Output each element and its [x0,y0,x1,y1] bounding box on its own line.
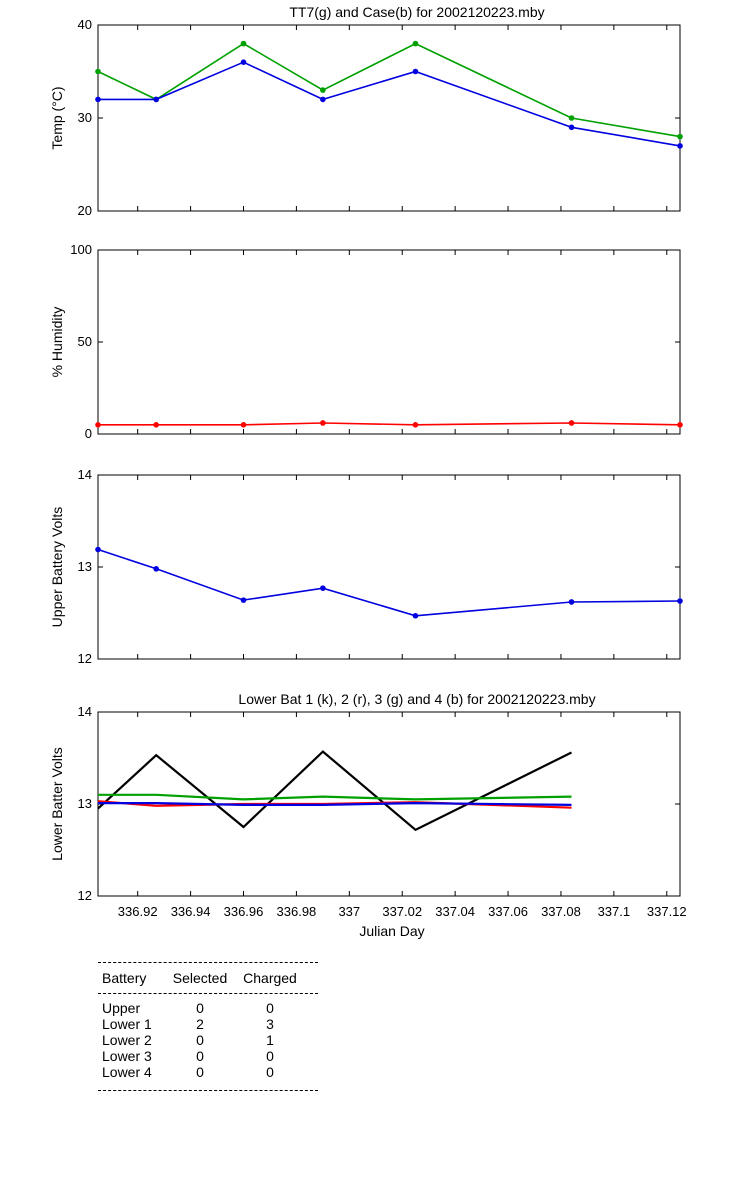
chart-title: Lower Bat 1 (k), 2 (r), 3 (g) and 4 (b) … [238,691,595,707]
data-point-case [240,59,247,65]
cell-battery: Lower 2 [102,1032,152,1048]
x-tick-label: 336.96 [224,904,264,919]
cell-selected: 0 [196,1064,204,1080]
data-point-tt7 [320,87,326,93]
x-tick-label: 337.02 [382,904,422,919]
table-row: Lower 3 0 0 [98,1048,318,1064]
data-point-upper [320,585,326,591]
data-point-upper [677,598,683,604]
data-point-case [95,96,101,103]
header-battery: Battery [102,970,147,986]
data-point-humidity [95,422,101,428]
series-line-lower3 [98,793,572,801]
y-tick-label: 50 [78,334,92,349]
y-axis-label: Upper Battery Volts [49,507,65,628]
data-point-case [412,68,419,75]
table-top-rule [98,962,318,963]
series-line-lower4 [98,801,572,807]
table-bottom-rule [98,1090,318,1091]
series-line-humidity [98,422,681,426]
data-point-tt7 [240,40,247,47]
table-row: Upper 0 0 [98,1000,318,1016]
y-axis-label: % Humidity [49,307,65,378]
data-point-case [677,143,683,149]
data-point-upper [568,599,575,605]
data-point-tt7 [412,40,419,47]
table-row: Lower 2 0 1 [98,1032,318,1048]
y-tick-label: 14 [78,467,92,482]
cell-battery: Lower 3 [102,1048,152,1064]
plot-frame [97,474,681,660]
cell-charged: 0 [266,1064,274,1080]
x-tick-label: 337.1 [598,904,631,919]
cell-selected: 0 [196,1032,204,1048]
data-point-humidity [240,422,247,428]
x-tick-label: 337 [338,904,360,919]
x-tick-label: 336.94 [171,904,211,919]
charts-canvas: 20 30 40 Temp (°C) TT7(g) and Case(b) for 20… [49,4,687,939]
data-point-upper [240,597,247,603]
series-line-upper [97,548,681,617]
cell-charged: 0 [266,1000,274,1016]
y-tick-label: 0 [85,426,92,441]
data-point-humidity [412,422,419,428]
battery-table: Battery Selected Charged Upper 0 0 Lower… [98,962,318,1091]
plot-frame [97,24,681,212]
plot-frame [97,249,681,435]
x-tick-label: 337.06 [488,904,528,919]
data-point-humidity [677,422,683,428]
x-tick-label: 336.92 [118,904,158,919]
data-point-case [153,96,159,103]
cell-charged: 1 [266,1032,274,1048]
data-point-tt7 [568,115,575,121]
cell-selected: 0 [196,1048,204,1064]
y-tick-label: 20 [78,203,92,218]
data-point-upper [412,612,419,619]
table-row: Lower 1 2 3 [98,1016,318,1032]
data-point-tt7 [677,133,683,140]
chart-title: TT7(g) and Case(b) for 2002120223.mby [289,4,544,20]
x-axis-label: Julian Day [359,923,424,939]
x-tick-label: 337.12 [647,904,687,919]
table-row: Lower 4 0 0 [98,1064,318,1080]
data-point-case [568,124,575,131]
cell-battery: Upper [102,1000,141,1016]
y-tick-label: 12 [78,651,92,666]
data-point-humidity [153,422,159,428]
series-line-lower1 [97,750,572,832]
y-tick-label: 100 [70,242,92,257]
y-axis-label: Temp (°C) [49,86,65,149]
y-tick-label: 30 [78,110,92,125]
header-charged: Charged [243,970,297,986]
y-tick-label: 14 [78,704,92,719]
y-tick-label: 13 [78,796,92,811]
cell-charged: 0 [266,1048,274,1064]
cell-selected: 0 [196,1000,204,1016]
data-point-upper [95,546,101,553]
series-line-tt7 [97,42,681,138]
series-line-case [98,61,681,147]
cell-charged: 3 [266,1016,274,1032]
y-axis-label: Lower Batter Volts [49,747,65,861]
x-tick-label: 336.98 [277,904,317,919]
data-point-humidity [568,420,575,426]
data-point-humidity [320,420,326,426]
y-tick-label: 12 [78,888,92,903]
data-point-upper [153,566,159,572]
table-header-row: Battery Selected Charged [98,963,318,993]
x-tick-label: 337.08 [541,904,581,919]
table-header-rule [98,993,318,994]
cell-battery: Lower 4 [102,1064,152,1080]
cell-selected: 2 [196,1016,204,1032]
y-tick-label: 13 [78,559,92,574]
header-selected: Selected [172,970,228,986]
data-point-tt7 [95,68,101,75]
y-tick-label: 40 [78,17,92,32]
cell-battery: Lower 1 [102,1016,152,1032]
x-tick-label: 337.04 [435,904,475,919]
data-point-case [320,96,326,103]
